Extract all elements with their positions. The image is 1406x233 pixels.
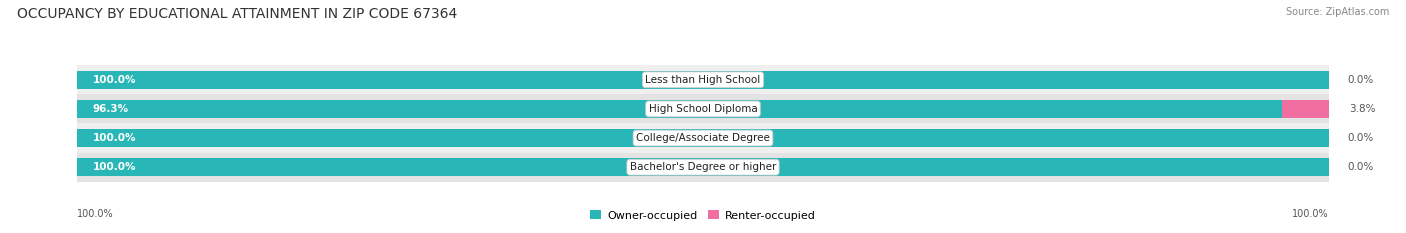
- Bar: [1282, 100, 1330, 118]
- Bar: [77, 94, 1329, 123]
- Text: College/Associate Degree: College/Associate Degree: [636, 133, 770, 143]
- Text: 100.0%: 100.0%: [93, 133, 136, 143]
- Bar: [77, 71, 1329, 89]
- Bar: [77, 65, 1329, 94]
- Text: OCCUPANCY BY EDUCATIONAL ATTAINMENT IN ZIP CODE 67364: OCCUPANCY BY EDUCATIONAL ATTAINMENT IN Z…: [17, 7, 457, 21]
- Text: Less than High School: Less than High School: [645, 75, 761, 85]
- Bar: [77, 123, 1329, 153]
- Bar: [77, 129, 1329, 147]
- Text: 100.0%: 100.0%: [93, 75, 136, 85]
- Bar: [77, 158, 1329, 176]
- Text: 100.0%: 100.0%: [93, 162, 136, 172]
- Bar: [77, 100, 1329, 118]
- Text: Source: ZipAtlas.com: Source: ZipAtlas.com: [1285, 7, 1389, 17]
- Text: 100.0%: 100.0%: [1292, 209, 1329, 219]
- Text: High School Diploma: High School Diploma: [648, 104, 758, 114]
- Legend: Owner-occupied, Renter-occupied: Owner-occupied, Renter-occupied: [586, 206, 820, 225]
- Text: Bachelor's Degree or higher: Bachelor's Degree or higher: [630, 162, 776, 172]
- Text: 3.8%: 3.8%: [1348, 104, 1375, 114]
- Bar: [77, 158, 1329, 176]
- Text: 0.0%: 0.0%: [1347, 75, 1374, 85]
- Text: 100.0%: 100.0%: [77, 209, 114, 219]
- Text: 0.0%: 0.0%: [1347, 133, 1374, 143]
- Bar: [1282, 100, 1329, 118]
- Bar: [77, 129, 1329, 147]
- Bar: [77, 153, 1329, 182]
- Text: 0.0%: 0.0%: [1347, 162, 1374, 172]
- Bar: [77, 71, 1329, 89]
- Bar: [77, 100, 1282, 118]
- Text: 96.3%: 96.3%: [93, 104, 128, 114]
